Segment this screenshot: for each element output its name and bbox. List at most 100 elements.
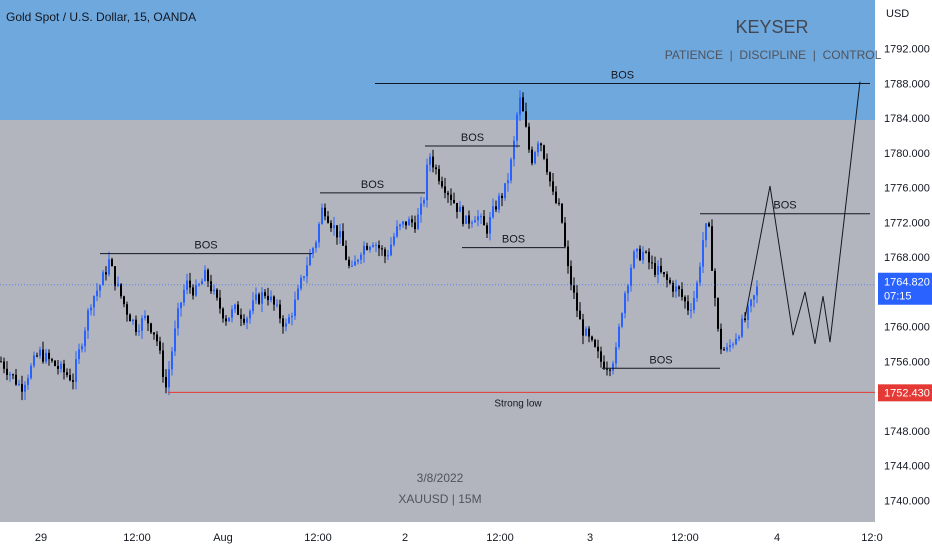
candle-up bbox=[726, 347, 728, 351]
candle-down bbox=[147, 315, 149, 324]
candle-down bbox=[105, 272, 107, 275]
candle-down bbox=[378, 244, 380, 249]
candle-up bbox=[195, 285, 197, 296]
candle-up bbox=[735, 338, 737, 345]
candle-down bbox=[687, 301, 689, 311]
candle-down bbox=[366, 245, 368, 250]
supply-zone bbox=[0, 0, 875, 120]
candle-up bbox=[231, 309, 233, 318]
candle-down bbox=[603, 361, 605, 369]
candle-up bbox=[375, 244, 377, 246]
candle-down bbox=[648, 251, 650, 263]
candle-up bbox=[738, 336, 740, 339]
candle-up bbox=[33, 355, 35, 366]
candle-up bbox=[339, 231, 341, 238]
projection-path bbox=[744, 81, 861, 345]
bos-label: BOS bbox=[461, 132, 484, 144]
candle-up bbox=[504, 183, 506, 199]
candle-down bbox=[135, 319, 137, 333]
candle-up bbox=[615, 347, 617, 364]
candle-up bbox=[204, 269, 206, 282]
candle-up bbox=[420, 203, 422, 215]
candle-down bbox=[348, 259, 350, 266]
candle-down bbox=[681, 289, 683, 298]
candle-down bbox=[114, 266, 116, 286]
candle-up bbox=[183, 289, 185, 303]
candle-down bbox=[411, 219, 413, 223]
candle-down bbox=[72, 380, 74, 382]
candle-up bbox=[696, 282, 698, 299]
candle-up bbox=[351, 265, 353, 267]
price-tick-label: 1784.000 bbox=[884, 113, 930, 125]
candle-down bbox=[129, 314, 131, 322]
candle-down bbox=[69, 375, 71, 381]
candle-up bbox=[144, 315, 146, 319]
candle-down bbox=[342, 231, 344, 246]
current-price-tag: 1764.820 07:15 bbox=[878, 272, 932, 305]
candle-up bbox=[393, 236, 395, 245]
candle-up bbox=[534, 152, 536, 164]
bos-label: BOS bbox=[502, 234, 525, 246]
time-axis-background[interactable] bbox=[0, 522, 875, 550]
candle-down bbox=[606, 368, 608, 370]
candle-down bbox=[42, 349, 44, 362]
candle-up bbox=[288, 317, 290, 324]
candle-down bbox=[150, 323, 152, 333]
candle-up bbox=[459, 206, 461, 212]
candle-up bbox=[180, 302, 182, 309]
candle-down bbox=[240, 314, 242, 319]
candle-up bbox=[513, 140, 515, 160]
candle-up bbox=[369, 246, 371, 250]
candle-down bbox=[159, 341, 161, 351]
candle-down bbox=[258, 294, 260, 304]
candle-up bbox=[633, 251, 635, 268]
time-tick-label: 3 bbox=[587, 532, 593, 544]
candle-down bbox=[456, 202, 458, 212]
candle-down bbox=[654, 263, 656, 275]
candle-down bbox=[501, 195, 503, 199]
candle-up bbox=[537, 143, 539, 153]
candle-down bbox=[447, 192, 449, 195]
candle-down bbox=[678, 286, 680, 290]
candle-up bbox=[294, 299, 296, 316]
candle-up bbox=[81, 346, 83, 350]
candle-down bbox=[684, 297, 686, 302]
candle-up bbox=[9, 374, 11, 376]
candle-up bbox=[642, 251, 644, 261]
candle-down bbox=[66, 372, 68, 376]
candle-down bbox=[582, 319, 584, 336]
candle-up bbox=[24, 384, 26, 392]
candle-up bbox=[417, 214, 419, 230]
candle-up bbox=[585, 328, 587, 336]
currency-label: USD bbox=[886, 8, 909, 20]
price-tick-label: 1772.000 bbox=[884, 217, 930, 229]
candle-down bbox=[330, 222, 332, 229]
candle-up bbox=[507, 180, 509, 184]
candle-up bbox=[519, 97, 521, 115]
candle-up bbox=[276, 304, 278, 306]
candle-up bbox=[756, 286, 758, 296]
candle-up bbox=[171, 351, 173, 370]
candle-down bbox=[207, 269, 209, 282]
candle-up bbox=[303, 276, 305, 278]
candle-down bbox=[486, 225, 488, 234]
candle-up bbox=[621, 313, 623, 327]
candle-up bbox=[309, 253, 311, 266]
annotations-layer: BOS BOS BOS BOS BOS BOS BOS bbox=[100, 69, 870, 369]
candle-down bbox=[600, 351, 602, 362]
candle-down bbox=[483, 216, 485, 226]
brand-name: KEYSER bbox=[735, 17, 808, 37]
candle-up bbox=[306, 265, 308, 277]
candle-up bbox=[168, 369, 170, 388]
candle-down bbox=[0, 361, 2, 363]
price-tick-label: 1744.000 bbox=[884, 461, 930, 473]
candle-up bbox=[174, 328, 176, 352]
candle-up bbox=[39, 349, 41, 356]
candle-up bbox=[372, 245, 374, 247]
price-tick-label: 1760.000 bbox=[884, 322, 930, 334]
candle-down bbox=[564, 222, 566, 247]
candle-up bbox=[675, 286, 677, 292]
candle-down bbox=[591, 336, 593, 340]
candle-down bbox=[711, 226, 713, 271]
